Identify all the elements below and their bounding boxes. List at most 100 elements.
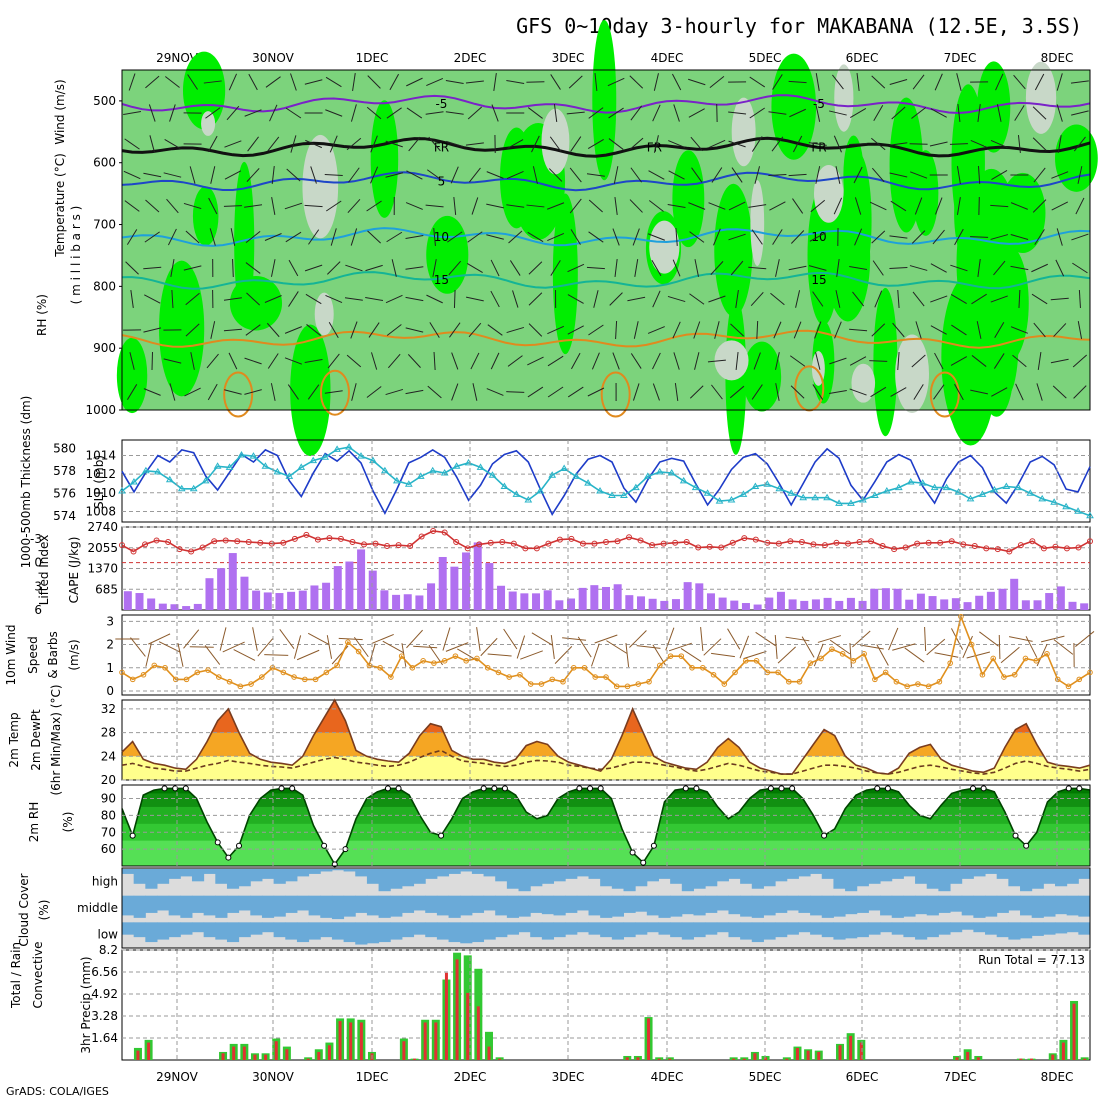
wind-barb xyxy=(1056,104,1063,122)
wind-barb xyxy=(728,140,746,148)
cloud-bar-low xyxy=(343,922,356,943)
wind-barb xyxy=(607,77,625,87)
wind-speed-point xyxy=(592,674,599,680)
temp-tick-label: 24 xyxy=(101,749,116,763)
cloud-bar-low xyxy=(331,922,345,940)
wind-barb xyxy=(324,174,343,176)
wind-speed-point xyxy=(796,678,803,685)
cloud-bar-middle xyxy=(938,895,951,913)
wind-barb xyxy=(365,297,384,301)
thickness-point xyxy=(177,484,186,492)
thickness-point xyxy=(739,490,748,497)
axis-label-temp: 2m Temp xyxy=(7,712,21,767)
wind-barb xyxy=(1014,105,1025,121)
cloud-bar-high xyxy=(308,869,321,874)
thickness-point xyxy=(189,484,198,492)
surface-wind-barb xyxy=(743,650,767,660)
wind-barb xyxy=(405,327,424,333)
wind-barb xyxy=(693,321,701,339)
cloud-bar-middle xyxy=(973,895,986,918)
cape-bar xyxy=(1033,600,1042,610)
wind-barb xyxy=(549,136,562,152)
cape-bar xyxy=(765,597,774,610)
wind-barb xyxy=(612,352,620,370)
wind-barb xyxy=(976,321,982,339)
wind-barb xyxy=(445,111,464,115)
wind-speed-point xyxy=(259,674,265,680)
cloud-bar-high xyxy=(845,869,858,892)
surface-wind-barb xyxy=(1025,636,1038,658)
wind-barb xyxy=(284,357,303,365)
wind-barb xyxy=(735,351,739,371)
axis-label-pressure-units: ( m i l l i b a r s ) xyxy=(69,206,83,305)
wind-barb xyxy=(977,165,981,185)
precip-convective-bar xyxy=(285,1049,289,1060)
thickness-point xyxy=(1086,511,1094,519)
surface-wind-barb xyxy=(629,630,647,648)
wind-barb xyxy=(935,197,943,215)
wind-speed-point xyxy=(958,613,964,620)
thickness-point xyxy=(404,480,413,487)
rh-high-region xyxy=(552,193,578,355)
wind-barb xyxy=(1018,289,1021,309)
wind-barb xyxy=(183,202,202,210)
rh-point xyxy=(182,785,189,792)
rh-point xyxy=(129,832,136,839)
wind-barb xyxy=(223,328,242,332)
wind-barb xyxy=(548,168,563,182)
wind-barb xyxy=(465,142,484,146)
date-label-bottom: 29NOV xyxy=(156,1070,198,1084)
cape-bar xyxy=(1021,600,1030,610)
cape-bar xyxy=(438,556,447,610)
wind-barb xyxy=(729,385,745,399)
wind-barb xyxy=(770,292,785,306)
lifted-index-point xyxy=(142,541,149,548)
wind-barb xyxy=(387,353,401,369)
rh-tick-label: 90 xyxy=(101,792,116,806)
thickness-point xyxy=(488,471,497,478)
wind-barb xyxy=(527,107,543,119)
wind-barb xyxy=(950,293,967,305)
wind-barb xyxy=(486,234,504,240)
precip-convective-bar xyxy=(795,1047,799,1060)
wind-barb xyxy=(246,168,260,182)
wind-speed-point xyxy=(904,683,910,690)
precip-convective-bar xyxy=(338,1021,342,1060)
surface-wind-barb xyxy=(554,646,573,664)
wind-speed-point xyxy=(183,676,190,683)
thickness-point xyxy=(560,464,569,471)
wind-barb xyxy=(768,173,787,177)
date-label-bottom: 3DEC xyxy=(552,1070,585,1084)
cloud-bar-low xyxy=(623,922,636,938)
rh-point xyxy=(778,785,785,792)
wind-barb xyxy=(123,110,142,116)
cloud-bar-middle xyxy=(670,895,683,917)
wind-barb xyxy=(144,294,161,304)
cloud-bar-low xyxy=(133,922,146,938)
wind-barb xyxy=(768,111,787,115)
lifted-index-point xyxy=(994,546,1001,553)
wind-barb xyxy=(427,385,442,399)
wind-barb xyxy=(812,384,824,400)
rh-low-region xyxy=(851,363,876,403)
lifted-index-point xyxy=(303,531,310,538)
thickness-point xyxy=(476,463,485,470)
wind-barb xyxy=(266,322,280,338)
wind-barb xyxy=(305,139,323,149)
wind-speed-point xyxy=(829,646,835,652)
slp-line xyxy=(121,447,1091,516)
surface-wind-barb xyxy=(296,649,320,661)
wind-barb xyxy=(207,383,218,401)
cloud-bar-high xyxy=(961,869,974,879)
wind-barb xyxy=(208,197,218,215)
wind-barb xyxy=(169,104,176,122)
wind-barb xyxy=(226,105,240,121)
wind-barb xyxy=(432,259,437,277)
lifted-index-line xyxy=(121,530,1091,553)
wind-tick-label: 0 xyxy=(106,684,114,698)
wind-barb xyxy=(914,197,923,215)
cloud-bar-middle xyxy=(133,895,146,918)
cape-bar xyxy=(718,597,727,610)
wind-barb xyxy=(1031,293,1048,305)
wind-barb xyxy=(854,228,863,246)
